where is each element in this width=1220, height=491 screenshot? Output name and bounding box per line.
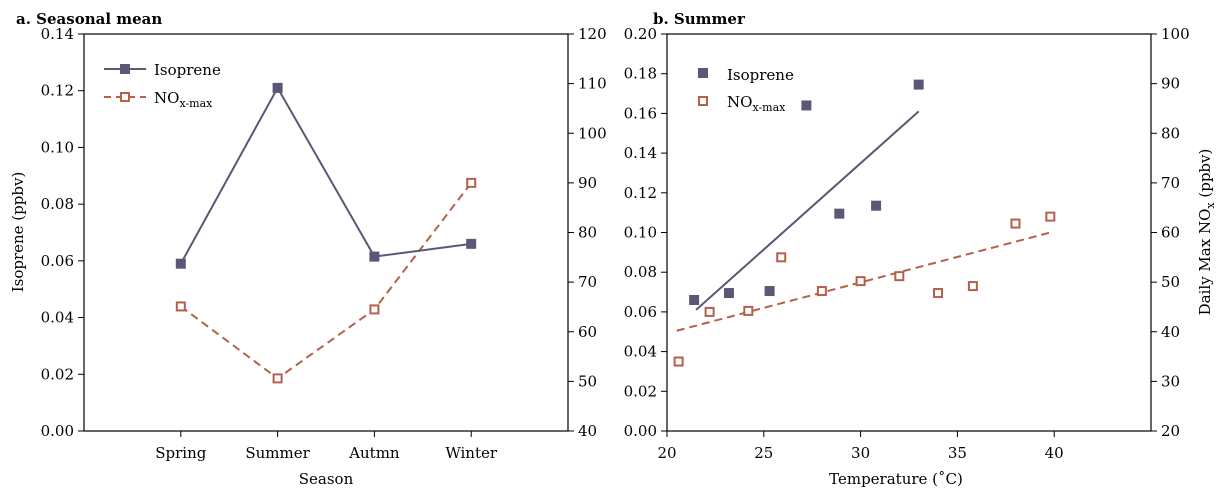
isoprene-point xyxy=(689,294,700,305)
nox-point xyxy=(1010,218,1021,229)
y-tick-label: 0.02 xyxy=(624,382,657,400)
y2-tick-label: 40 xyxy=(578,422,597,440)
legend-isoprene-label: Isoprene xyxy=(727,66,794,84)
y2-tick-label: 90 xyxy=(578,174,597,192)
panel-a-y-axis-label: Isoprene (ppbv) xyxy=(9,172,27,293)
y-tick-label: 0.14 xyxy=(41,25,74,43)
panel-b-series xyxy=(673,79,1056,367)
y-tick-label: 0.10 xyxy=(624,224,657,242)
nox-point xyxy=(933,288,944,299)
nox-point xyxy=(776,252,787,263)
y2-tick-label: 50 xyxy=(578,372,597,390)
isoprene-point xyxy=(175,258,186,269)
panel-a-axes: 0.00 0.02 0.04 0.06 0.08 0.10 0.12 0.14 40 50 60 70… xyxy=(41,25,607,462)
isoprene-point xyxy=(913,79,924,90)
y2-tick-label: 40 xyxy=(1161,323,1180,341)
nox-point xyxy=(272,373,283,384)
y-tick-label: 0.14 xyxy=(624,144,657,162)
panel-b-title: b. Summer xyxy=(653,10,746,28)
y2-tick-label: 60 xyxy=(578,323,597,341)
legend-isoprene-marker xyxy=(698,68,708,78)
isoprene-point xyxy=(466,238,477,249)
nox-point xyxy=(816,286,827,297)
legend-nox-marker xyxy=(698,96,708,106)
y-tick-label: 0.10 xyxy=(41,138,74,156)
x-tick-label: Autmn xyxy=(348,444,400,462)
y-tick-label: 0.06 xyxy=(41,252,74,270)
y-tick-label: 0.02 xyxy=(41,365,74,383)
y2-tick-label: 80 xyxy=(1161,124,1180,142)
nox-point xyxy=(704,306,715,317)
y2-tick-label: 90 xyxy=(1161,75,1180,93)
isoprene-point xyxy=(801,100,812,111)
y-tick-label: 0.08 xyxy=(624,263,657,281)
isoprene-point xyxy=(723,288,734,299)
y2-tick-label: 70 xyxy=(578,273,597,291)
isoprene-series-line xyxy=(179,85,472,265)
y-tick-label: 0.12 xyxy=(41,82,74,100)
x-tick-label: Summer xyxy=(245,444,310,462)
y-tick-label: 0.12 xyxy=(624,184,657,202)
legend-nox-label: NOx-max xyxy=(154,89,213,110)
nox-point xyxy=(855,276,866,287)
panel-a-seasonal-mean: a. Seasonal mean 0.00 0.02 0.04 0.06 0.08 0.1… xyxy=(9,10,607,488)
panel-b-summer: b. Summer 0.000.020.040.060.080.100.120.… xyxy=(624,10,1217,488)
x-tick-label: 35 xyxy=(948,444,967,462)
panel-a-x-axis-label: Season xyxy=(299,470,354,488)
y2-tick-label: 70 xyxy=(1161,174,1180,192)
y2-tick-label: 100 xyxy=(1161,25,1190,43)
y-tick-label: 0.06 xyxy=(624,303,657,321)
y-tick-label: 0.20 xyxy=(624,25,657,43)
x-tick-label: 40 xyxy=(1045,444,1064,462)
nox-point xyxy=(369,304,380,315)
legend-isoprene-label: Isoprene xyxy=(154,61,221,79)
legend-nox-label: NOx-max xyxy=(727,93,786,114)
y-tick-label: 0.08 xyxy=(41,195,74,213)
nox-point xyxy=(894,271,905,282)
panel-a-series xyxy=(175,82,477,384)
x-tick-label: Spring xyxy=(155,444,207,462)
y-tick-label: 0.04 xyxy=(624,343,657,361)
y-tick-label: 0.04 xyxy=(41,309,74,327)
isoprene-point xyxy=(369,251,380,262)
legend-isoprene-marker xyxy=(120,64,130,74)
y-tick-label: 0.00 xyxy=(41,422,74,440)
y-tick-label: 0.18 xyxy=(624,65,657,83)
y2-tick-label: 80 xyxy=(578,224,597,242)
x-tick-label: 20 xyxy=(657,444,676,462)
x-tick-label: 30 xyxy=(851,444,870,462)
isoprene-fit-line xyxy=(695,110,920,311)
x-tick-label: 25 xyxy=(754,444,773,462)
y2-tick-label: 120 xyxy=(578,25,607,43)
panel-a-legend: Isoprene NOx-max xyxy=(104,61,221,110)
panel-b-y2-axis-label: Daily Max NOx (ppbv) xyxy=(1196,149,1217,316)
nox-point xyxy=(466,177,477,188)
y-tick-label: 0.16 xyxy=(624,104,657,122)
y2-tick-label: 100 xyxy=(578,124,607,142)
legend-nox-marker xyxy=(120,92,130,102)
isoprene-point xyxy=(834,208,845,219)
nox-series-line xyxy=(180,182,472,380)
isoprene-point xyxy=(272,82,283,93)
isoprene-point xyxy=(764,286,775,297)
panel-b-x-axis-label: Temperature (˚C) xyxy=(829,470,963,488)
panel-b-axes: 0.00 0.02 0.04 0.06 0.08 0.10 0.12 0.14 0.16 0.18… xyxy=(624,25,1190,462)
x-tick-label: Winter xyxy=(445,444,498,462)
y2-tick-label: 20 xyxy=(1161,422,1180,440)
isoprene-point xyxy=(871,200,882,211)
nox-point xyxy=(673,356,684,367)
y2-tick-label: 60 xyxy=(1161,224,1180,242)
y-tick-label: 0.00 xyxy=(624,422,657,440)
panel-a-title: a. Seasonal mean xyxy=(16,10,162,28)
panel-b-legend: Isoprene NOx-max xyxy=(698,66,794,114)
nox-point xyxy=(175,301,186,312)
y2-tick-label: 50 xyxy=(1161,273,1180,291)
y2-tick-label: 110 xyxy=(578,75,607,93)
nox-point xyxy=(967,281,978,292)
nox-point xyxy=(1045,211,1056,222)
nox-point xyxy=(743,305,754,316)
y2-tick-label: 30 xyxy=(1161,372,1180,390)
